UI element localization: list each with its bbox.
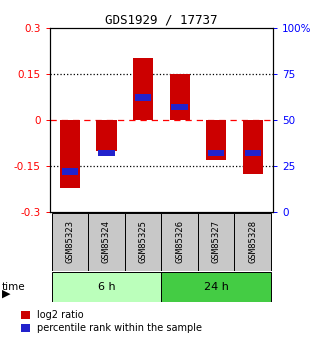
Bar (161, 272, 271, 302)
Bar (161, 213, 198, 271)
Text: GSM85325: GSM85325 (139, 220, 148, 263)
Bar (245, 150, 261, 157)
Bar (243, 120, 263, 174)
Bar (208, 150, 224, 157)
Text: 24 h: 24 h (204, 282, 229, 292)
Text: 6 h: 6 h (98, 282, 115, 292)
Bar (60, 120, 80, 188)
Bar (96, 120, 117, 151)
Bar (169, 74, 190, 120)
Text: GSM85327: GSM85327 (212, 220, 221, 263)
Text: time: time (2, 282, 25, 292)
Bar (198, 213, 234, 271)
Text: GSM85326: GSM85326 (175, 220, 184, 263)
Bar (206, 120, 226, 160)
Legend: log2 ratio, percentile rank within the sample: log2 ratio, percentile rank within the s… (21, 310, 203, 333)
Bar (52, 213, 88, 271)
Bar (171, 104, 188, 110)
Title: GDS1929 / 17737: GDS1929 / 17737 (105, 13, 218, 27)
Text: GSM85324: GSM85324 (102, 220, 111, 263)
Bar (62, 168, 78, 175)
Bar (98, 150, 115, 157)
Bar (135, 94, 151, 101)
Bar (125, 213, 161, 271)
Bar (133, 58, 153, 120)
Text: GSM85323: GSM85323 (65, 220, 74, 263)
Bar (234, 213, 271, 271)
Bar (88, 213, 125, 271)
Text: ▶: ▶ (2, 289, 10, 299)
Bar (52, 272, 161, 302)
Text: GSM85328: GSM85328 (248, 220, 257, 263)
